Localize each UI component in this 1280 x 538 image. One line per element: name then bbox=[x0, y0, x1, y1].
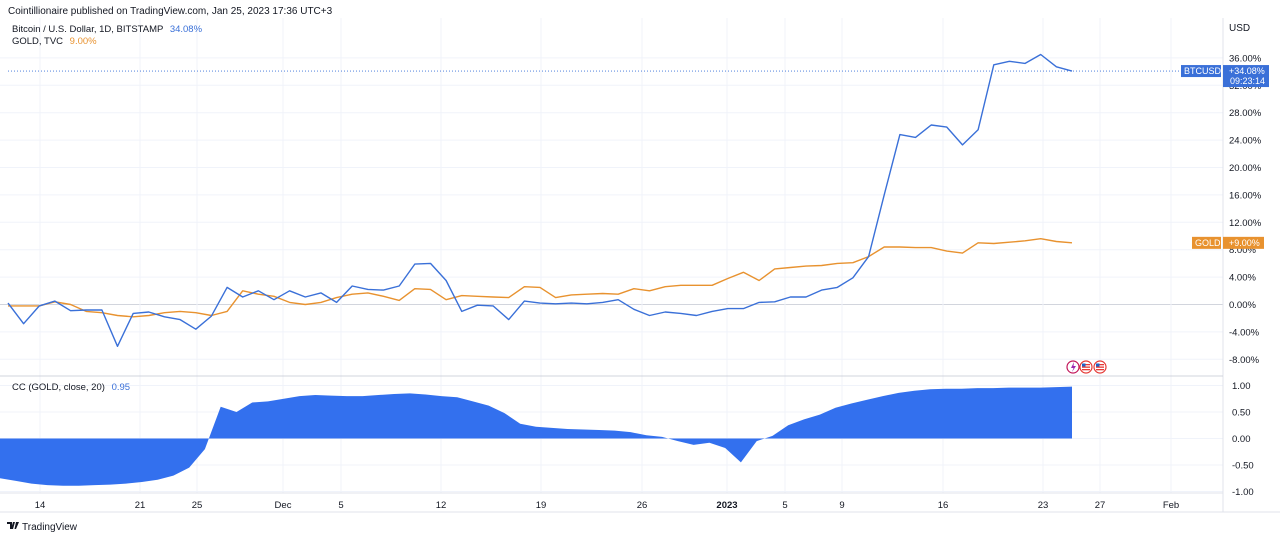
x-axis: 14 21 25 Dec 5 12 19 26 2023 5 9 16 23 27 Feb bbox=[35, 500, 1179, 511]
currency-label: USD bbox=[1229, 23, 1250, 34]
btc-value-tag-bg bbox=[1223, 65, 1269, 88]
gold-symbol-tag: GOLD bbox=[1195, 238, 1221, 248]
btc-legend-value: 34.08% bbox=[170, 24, 203, 35]
x-tick-label: 25 bbox=[192, 500, 203, 511]
gold-legend: GOLD, TVC 9.00% bbox=[12, 36, 97, 47]
gold-price-tag: GOLD +9.00% bbox=[1192, 236, 1264, 249]
cc-legend-value: 0.95 bbox=[112, 382, 131, 393]
x-tick-label: 26 bbox=[637, 500, 648, 511]
chart-frame bbox=[0, 18, 1280, 513]
gold-value-tag: +9.00% bbox=[1229, 238, 1260, 248]
gold-value-tag-bg bbox=[1223, 236, 1264, 249]
y-tick-label: 4.00% bbox=[1229, 273, 1256, 284]
x-tick-label: 9 bbox=[839, 500, 844, 511]
tradingview-logo[interactable]: TradingView bbox=[7, 522, 78, 533]
cc-y-tick-label: 0.00 bbox=[1232, 434, 1251, 445]
gold-symbol-tag-bg bbox=[1192, 236, 1221, 249]
btc-symbol-tag: BTCUSD bbox=[1184, 66, 1222, 76]
event-icons[interactable] bbox=[1066, 360, 1107, 374]
y-tick-label: 0.00% bbox=[1229, 300, 1256, 311]
x-tick-label: 5 bbox=[782, 500, 787, 511]
x-tick-label: 23 bbox=[1038, 500, 1049, 511]
cc-y-tick-label: 0.50 bbox=[1232, 408, 1251, 419]
y-tick-label: -4.00% bbox=[1229, 327, 1260, 338]
cc-legend: CC (GOLD, close, 20) 0.95 bbox=[12, 382, 130, 393]
x-tick-label: 14 bbox=[35, 500, 46, 511]
y-tick-label: -8.00% bbox=[1229, 355, 1260, 366]
brand-label[interactable]: TradingView bbox=[22, 522, 78, 533]
btc-legend: Bitcoin / U.S. Dollar, 1D, BITSTAMP 34.0… bbox=[12, 24, 203, 35]
cc-y-tick-label: -1.00 bbox=[1232, 487, 1254, 498]
x-tick-label: Dec bbox=[275, 500, 292, 511]
published-info: Cointillionaire published on TradingView… bbox=[8, 6, 333, 17]
y-tick-label: 16.00% bbox=[1229, 190, 1262, 201]
cc-legend-label: CC (GOLD, close, 20) bbox=[12, 382, 105, 393]
btc-price-tag: BTCUSD +34.08% 09:23:14 bbox=[1181, 65, 1269, 88]
btc-legend-label: Bitcoin / U.S. Dollar, 1D, BITSTAMP bbox=[12, 24, 163, 35]
y-tick-label: 8.00% bbox=[1229, 245, 1256, 256]
x-tick-label: 2023 bbox=[716, 500, 737, 511]
main-series-layer bbox=[7, 53, 1073, 347]
y-tick-label: 24.00% bbox=[1229, 136, 1262, 147]
x-tick-label: 21 bbox=[135, 500, 146, 511]
y-axis-main: 36.00%32.00%28.00%24.00%20.00%16.00%12.0… bbox=[1229, 53, 1262, 365]
gold-series-line bbox=[8, 238, 1073, 318]
x-tick-label: 27 bbox=[1095, 500, 1106, 511]
btcusd-series-line bbox=[7, 53, 1073, 347]
cc-area bbox=[0, 386, 1072, 486]
cc-y-tick-label: 1.00 bbox=[1232, 381, 1251, 392]
x-tick-label: 12 bbox=[436, 500, 447, 511]
btc-symbol-tag-bg bbox=[1181, 65, 1221, 78]
x-tick-label: 16 bbox=[938, 500, 949, 511]
btc-countdown-tag: 09:23:14 bbox=[1230, 76, 1265, 86]
y-axis-indicator: 1.00 0.50 0.00 -0.50 -1.00 bbox=[1232, 381, 1254, 498]
x-tick-label: 19 bbox=[536, 500, 547, 511]
btc-value-tag: +34.08% bbox=[1229, 66, 1265, 76]
gold-legend-label: GOLD, TVC bbox=[12, 36, 63, 47]
y-tick-label: 36.00% bbox=[1229, 53, 1262, 64]
y-tick-label: 12.00% bbox=[1229, 218, 1262, 229]
cc-area-layer bbox=[0, 386, 1072, 486]
y-tick-label: 28.00% bbox=[1229, 108, 1262, 119]
gold-legend-value: 9.00% bbox=[70, 36, 97, 47]
x-tick-label: Feb bbox=[1163, 500, 1179, 511]
x-tick-label: 5 bbox=[338, 500, 343, 511]
y-tick-label: 20.00% bbox=[1229, 163, 1262, 174]
cc-y-tick-label: -0.50 bbox=[1232, 461, 1254, 472]
